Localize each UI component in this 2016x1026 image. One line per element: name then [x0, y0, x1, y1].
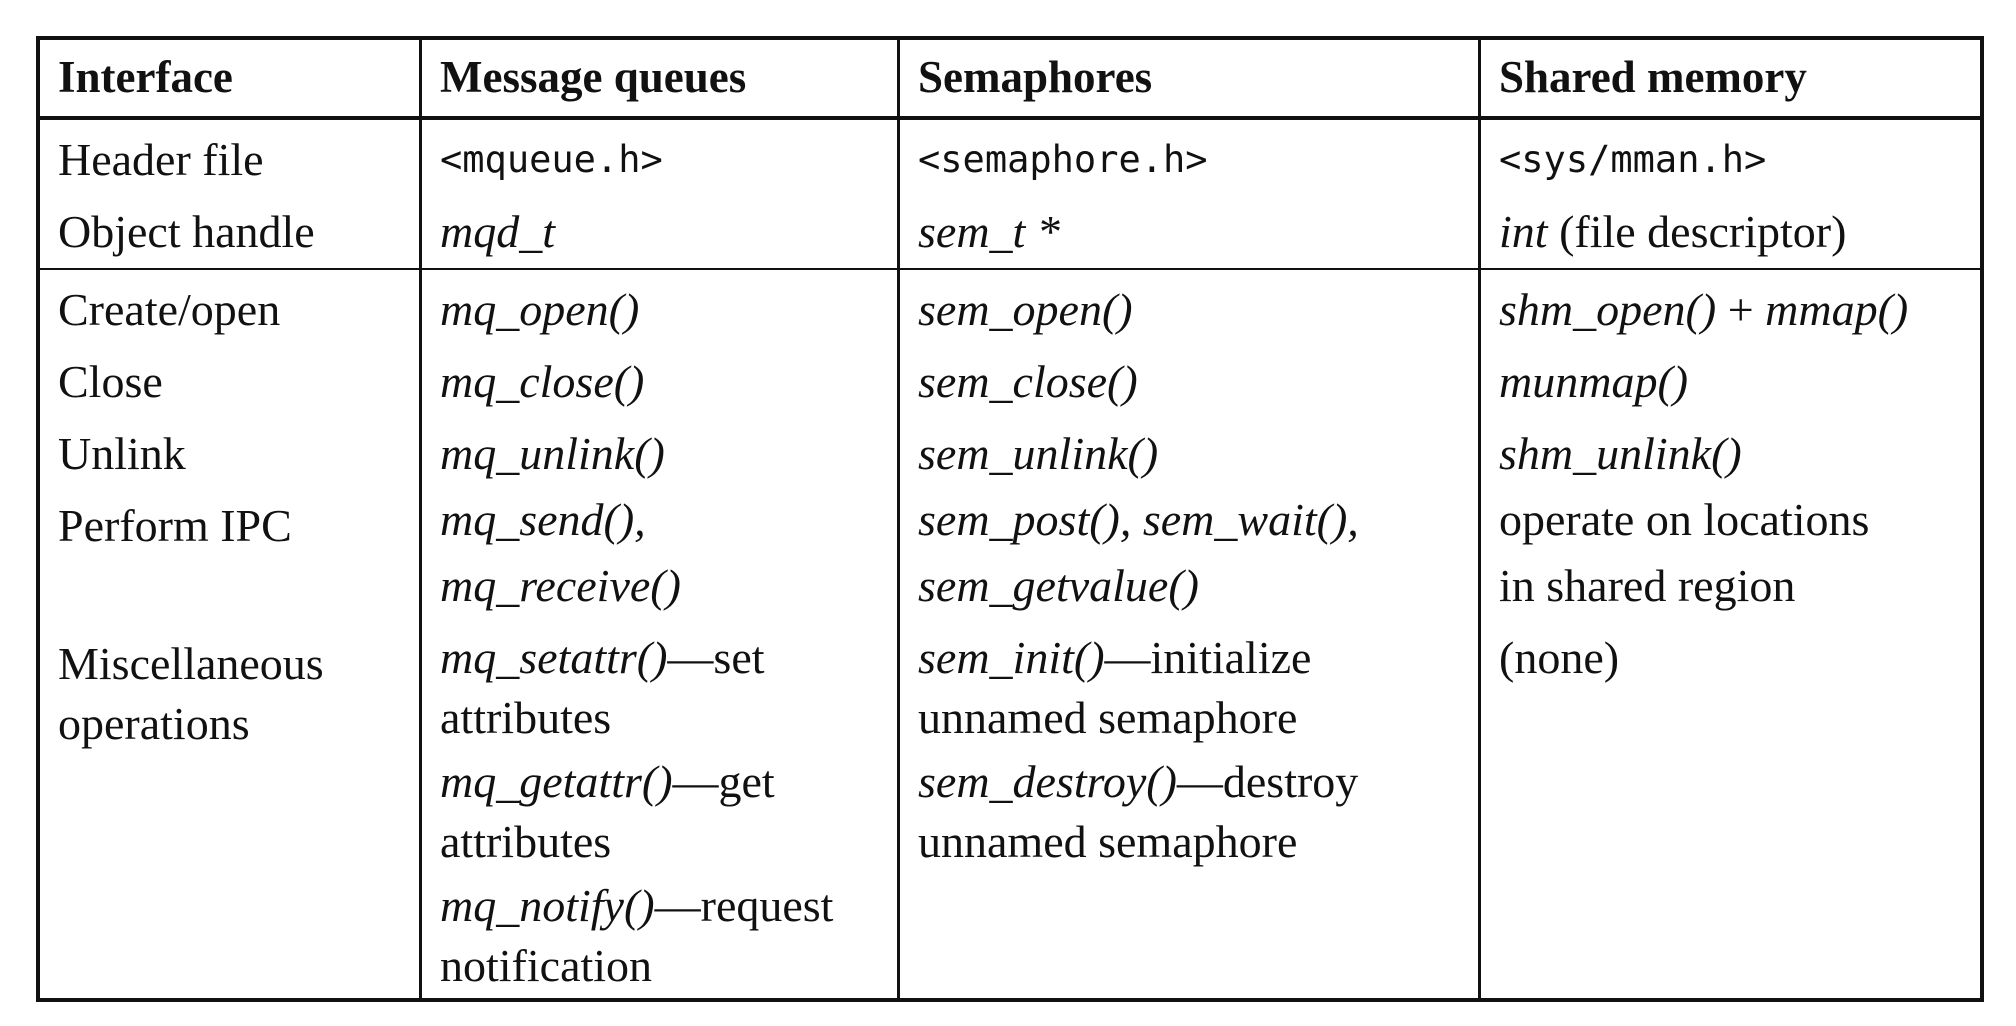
shm-ipc-line2: in shared region	[1499, 560, 1796, 611]
sem-ipc-line2: sem_getvalue()	[918, 560, 1199, 611]
sem-ipc: sem_post(), sem_wait(), sem_getvalue()	[918, 490, 1472, 616]
sem-destroy-cont: unnamed semaphore	[918, 816, 1298, 867]
ipc-comparison-table: Interface Message queues Semaphores Shar…	[36, 36, 1984, 1002]
mq-basic-cell: <mqueue.h> mqd_t	[422, 120, 900, 270]
sem-object-handle: sem_t *	[918, 206, 1060, 257]
shm-object-handle-note: (file descriptor)	[1547, 206, 1847, 257]
mq-ops-cell: mq_open() mq_close() mq_unlink() mq_send…	[422, 270, 900, 998]
mq-close: mq_close()	[440, 356, 645, 407]
mq-misc: mq_setattr()—set attributes mq_getattr()…	[440, 628, 891, 996]
sem-init-line: sem_init()—initialize	[918, 628, 1472, 688]
sem-create-open: sem_open()	[918, 284, 1133, 335]
shm-ipc-line1: operate on locations	[1499, 494, 1870, 545]
label-misc-line1: Miscellaneous	[58, 638, 324, 689]
sem-destroy-desc: —destroy	[1176, 756, 1359, 807]
label-perform-ipc: Perform IPC	[58, 500, 292, 551]
header-semaphores: Semaphores	[900, 40, 1481, 120]
mq-notify-desc: —request	[654, 880, 834, 931]
mq-setattr-desc: —set	[667, 632, 765, 683]
mq-setattr-cont: attributes	[440, 692, 612, 743]
label-misc-line2: operations	[58, 698, 250, 749]
header-interface: Interface	[40, 40, 422, 120]
sem-ops-cell: sem_open() sem_close() sem_unlink() sem_…	[900, 270, 1481, 998]
mq-ipc: mq_send(), mq_receive()	[440, 490, 891, 616]
shm-open-fn: shm_open()	[1499, 284, 1717, 335]
mq-setattr-line: mq_setattr()—set	[440, 628, 891, 688]
shm-misc: (none)	[1499, 628, 1978, 688]
sem-header-file: <semaphore.h>	[918, 138, 1208, 181]
sem-basic-cell: <semaphore.h> sem_t *	[900, 120, 1481, 270]
label-create-open: Create/open	[58, 284, 281, 335]
sem-destroy-line: sem_destroy()—destroy	[918, 752, 1472, 812]
sem-init-desc: —initialize	[1104, 632, 1312, 683]
mq-notify-line: mq_notify()—request	[440, 876, 891, 936]
shm-ipc: operate on locations in shared region	[1499, 490, 1978, 616]
sem-close: sem_close()	[918, 356, 1138, 407]
mq-ipc-line1: mq_send(),	[440, 494, 646, 545]
mq-ipc-line2: mq_receive()	[440, 560, 681, 611]
header-shared-memory: Shared memory	[1481, 40, 1984, 120]
mq-getattr-line: mq_getattr()—get	[440, 752, 891, 812]
sem-init-fn: sem_init()	[918, 632, 1105, 683]
shm-close: munmap()	[1499, 356, 1689, 407]
shm-object-handle-type: int	[1499, 206, 1548, 257]
label-unlink: Unlink	[58, 428, 186, 479]
shm-unlink: shm_unlink()	[1499, 428, 1742, 479]
mq-getattr-fn: mq_getattr()	[440, 756, 673, 807]
mq-create-open: mq_open()	[440, 284, 640, 335]
shm-plus: +	[1716, 284, 1766, 335]
label-object-handle: Object handle	[58, 206, 315, 257]
mq-notify-fn: mq_notify()	[440, 880, 655, 931]
header-message-queues: Message queues	[422, 40, 900, 120]
mq-getattr-cont: attributes	[440, 816, 612, 867]
shm-basic-cell: <sys/mman.h> int (file descriptor)	[1481, 120, 1984, 270]
label-misc: Miscellaneous operations	[58, 634, 413, 754]
sem-misc: sem_init()—initialize unnamed semaphore …	[918, 628, 1472, 872]
shm-mmap-fn: mmap()	[1765, 284, 1909, 335]
labels-ops-cell: Create/open Close Unlink Perform IPC Mis…	[40, 270, 422, 998]
sem-init-cont: unnamed semaphore	[918, 692, 1298, 743]
labels-basic-cell: Header file Object handle	[40, 120, 422, 270]
mq-header-file: <mqueue.h>	[440, 138, 663, 181]
sem-ipc-line1: sem_post(), sem_wait(),	[918, 494, 1359, 545]
mq-notify-cont: notification	[440, 940, 653, 991]
shm-ops-cell: shm_open() + mmap() munmap() shm_unlink(…	[1481, 270, 1984, 998]
shm-create-open: shm_open() + mmap()	[1499, 274, 1978, 346]
shm-object-handle: int (file descriptor)	[1499, 196, 1978, 268]
shm-misc-none: (none)	[1499, 632, 1620, 683]
sem-unlink: sem_unlink()	[918, 428, 1159, 479]
mq-unlink: mq_unlink()	[440, 428, 665, 479]
mq-object-handle: mqd_t	[440, 206, 555, 257]
mq-setattr-fn: mq_setattr()	[440, 632, 668, 683]
sem-destroy-fn: sem_destroy()	[918, 756, 1177, 807]
mq-getattr-desc: —get	[672, 756, 775, 807]
shm-header-file: <sys/mman.h>	[1499, 138, 1767, 181]
label-header-file: Header file	[58, 134, 264, 185]
label-close: Close	[58, 356, 163, 407]
